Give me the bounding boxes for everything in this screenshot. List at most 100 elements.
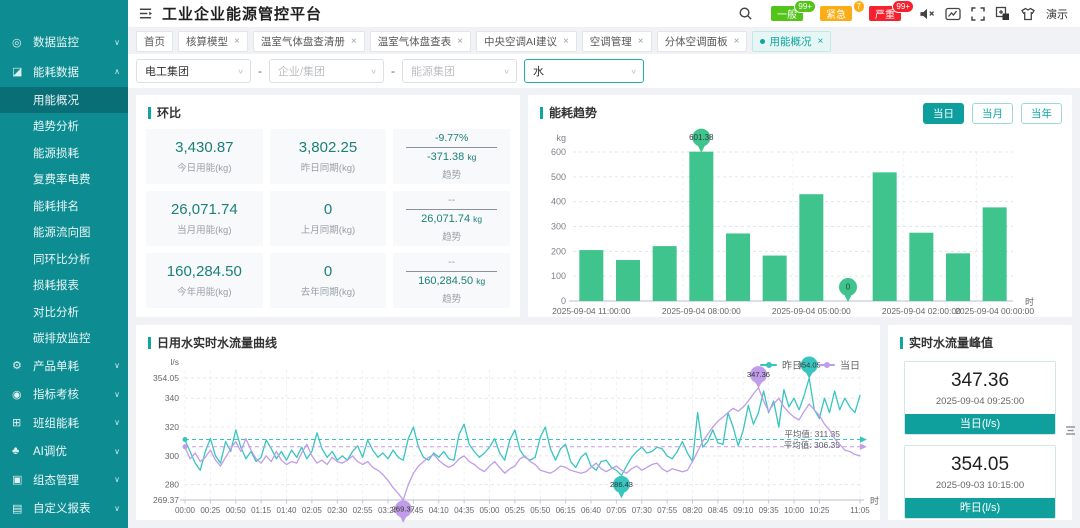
legend-marker-dot: [824, 362, 830, 368]
range-button-day[interactable]: 当日: [923, 103, 964, 124]
tab-3[interactable]: 温室气体盘查表×: [370, 31, 471, 52]
chevron-down-icon: ∨: [503, 67, 510, 75]
y-tick-label: 100: [551, 271, 566, 281]
sidebar-item-team-energy[interactable]: ⊞班组能耗∨: [0, 409, 128, 438]
sidebar-subitem-tariff-fee[interactable]: 复费率电费: [0, 166, 128, 193]
mute-icon[interactable]: [919, 7, 935, 21]
sidebar-subitem-energy-flow[interactable]: 能源流向图: [0, 219, 128, 246]
tab-5[interactable]: 空调管理 ×: [582, 31, 652, 52]
trend-range-buttons: 当日当月当年: [923, 103, 1062, 124]
sidebar-item-ai-tuning[interactable]: ♣AI调优∨: [0, 437, 128, 466]
tab-0[interactable]: 首页: [136, 31, 173, 52]
drawer-handle-icon[interactable]: [1062, 421, 1078, 439]
sidebar-subitem-energy-overview[interactable]: 用能概况: [0, 87, 128, 114]
fullscreen-icon[interactable]: [971, 7, 985, 21]
x-tick-label: 08:45: [708, 506, 729, 515]
sidebar-item-energy-data[interactable]: ◪能耗数据∧: [0, 57, 128, 87]
panel-peak: 实时水流量峰值 347.362025-09-04 09:25:00当日(l/s)…: [888, 325, 1072, 520]
sidebar-subitem-trend-analysis[interactable]: 趋势分析: [0, 113, 128, 140]
legend-marker-dot: [766, 362, 772, 368]
sidebar-item-label: 组态管理: [33, 472, 114, 488]
sidebar-subitem-compare-analysis[interactable]: 对比分析: [0, 299, 128, 326]
alarm-badge-urgent[interactable]: 紧急7: [820, 6, 852, 21]
sidebar-item-label: AI调优: [33, 443, 114, 459]
search-icon[interactable]: [738, 6, 753, 21]
trend-bottom-value: 26,071.74 kg: [421, 213, 482, 225]
sidebar-item-label: 能耗数据: [33, 64, 114, 80]
sidebar-item-product-unit[interactable]: ⚙产品单耗∨: [0, 352, 128, 381]
sidebar-subitem-loss-report[interactable]: 损耗报表: [0, 272, 128, 299]
stat-label: 当月用能(kg): [177, 222, 231, 236]
kpi-icon: ◉: [12, 388, 27, 401]
alarm-badge-general[interactable]: 一般99+: [771, 6, 803, 21]
filter-separator: -: [391, 64, 395, 78]
filter-select-1[interactable]: 电工集团∨: [136, 59, 251, 83]
tab-close-icon[interactable]: ×: [234, 36, 240, 47]
tab-close-icon[interactable]: ×: [457, 36, 463, 47]
alarm-count: 7: [853, 0, 865, 13]
tab-close-icon[interactable]: ×: [734, 36, 740, 47]
bar-mark-point: 0: [839, 278, 857, 302]
trend-top-value: --: [448, 256, 455, 268]
filter-select-2[interactable]: 企业/集团∨: [269, 59, 384, 83]
title-marker: [148, 337, 151, 349]
line-mark-point: 269.37: [392, 501, 415, 524]
legend-item-today[interactable]: 当日: [818, 357, 860, 372]
sidebar-item-label: 产品单耗: [33, 358, 114, 374]
tab-6[interactable]: 分体空调面板×: [657, 31, 748, 52]
tab-2[interactable]: 温室气体盘查清册×: [253, 31, 365, 52]
sidebar-logo: [0, 0, 128, 28]
tab-close-icon[interactable]: ×: [563, 36, 569, 47]
sidebar-item-label: 指标考核: [33, 386, 114, 402]
topbar-actions: 一般99+ 紧急7 严重99+ 演示: [738, 6, 1080, 22]
sidebar-subitem-energy-rank[interactable]: 能耗排名: [0, 193, 128, 220]
sidebar-collapse-icon[interactable]: [138, 6, 153, 21]
energy-trend-bar-chart: 0100200300400500600kg2025-09-04 11:00:00…: [528, 123, 1072, 317]
trend-divider: [406, 209, 497, 210]
tab-close-icon[interactable]: ×: [638, 36, 644, 47]
stat-value: 26,071.74: [171, 201, 238, 218]
sidebar-subitem-yoy-analysis[interactable]: 同环比分析: [0, 246, 128, 273]
theme-shirt-icon[interactable]: [1020, 7, 1036, 21]
legend-item-yesterday[interactable]: 昨日: [760, 357, 802, 372]
sidebar-item-kpi-check[interactable]: ◉指标考核∨: [0, 380, 128, 409]
sidebar-item-custom-report[interactable]: ▤自定义报表∨: [0, 494, 128, 523]
filter-select-4[interactable]: 水∨: [524, 59, 644, 83]
sidebar-item-scada-config[interactable]: ▣组态管理∨: [0, 466, 128, 495]
legend-label: 昨日: [782, 357, 802, 372]
panel-title-text: 环比: [157, 104, 181, 121]
stat-value: 0: [324, 201, 332, 218]
trend-divider: [406, 147, 497, 148]
bar: [579, 250, 603, 301]
range-button-month[interactable]: 当月: [972, 103, 1013, 124]
screen-icon[interactable]: [945, 7, 961, 21]
sidebar-menu: ◎数据监控∨◪能耗数据∧用能概况趋势分析能源损耗复费率电费能耗排名能源流向图同环…: [0, 28, 128, 523]
stat-label: 上月同期(kg): [301, 222, 355, 236]
sidebar-item-data-monitor[interactable]: ◎数据监控∨: [0, 28, 128, 57]
tab-4[interactable]: 中央空调AI建议×: [476, 31, 577, 52]
chevron-down-icon: ∨: [114, 504, 120, 513]
sidebar-subitem-carbon-monitor[interactable]: 碳排放监控: [0, 325, 128, 352]
tab-close-icon[interactable]: ×: [817, 36, 823, 47]
demo-mode-button[interactable]: 演示: [1046, 6, 1068, 22]
bar: [616, 260, 640, 301]
tab-1[interactable]: 核算模型×: [178, 31, 248, 52]
range-button-year[interactable]: 当年: [1021, 103, 1062, 124]
bar: [909, 233, 933, 301]
alarm-badge-critical[interactable]: 严重99+: [869, 6, 901, 21]
x-axis-unit: 时: [1025, 296, 1034, 307]
sidebar-subitem-energy-loss[interactable]: 能源损耗: [0, 140, 128, 167]
bar: [689, 152, 713, 301]
tab-7[interactable]: 用能概况×: [752, 31, 831, 52]
layers-add-icon[interactable]: [995, 6, 1010, 21]
stat-cell: 160,284.50今年用能(kg): [146, 253, 263, 308]
tab-close-icon[interactable]: ×: [351, 36, 357, 47]
filter-select-3[interactable]: 能源集团∨: [402, 59, 517, 83]
y-tick-label: 400: [551, 197, 566, 207]
peak-value: 347.36: [905, 362, 1055, 392]
tab-label: 空调管理: [590, 34, 632, 49]
y-tick-label: 320: [165, 422, 179, 432]
peak-timestamp: 2025-09-04 09:25:00: [905, 396, 1055, 407]
bar: [763, 256, 787, 301]
select-value: 水: [533, 63, 544, 79]
